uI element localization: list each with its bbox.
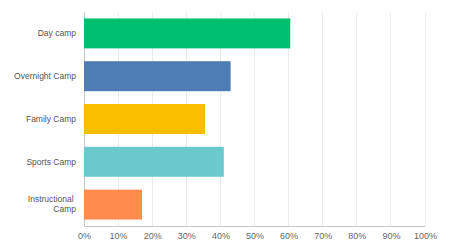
tick: 50% <box>246 226 264 241</box>
tick-label: 60% <box>280 231 298 241</box>
category-label: Sports Camp <box>26 157 76 167</box>
category-label: Day camp <box>38 28 77 38</box>
tick: 10% <box>110 226 128 241</box>
grid-line <box>390 12 391 226</box>
bar <box>84 147 224 177</box>
tick-label: 10% <box>110 231 128 241</box>
tick: 60% <box>280 226 298 241</box>
axis-line <box>84 13 85 227</box>
tick: Day camp <box>38 28 84 38</box>
tick: Instructional Camp <box>28 194 84 214</box>
tick: Overnight Camp <box>14 71 84 81</box>
category-label: Family Camp <box>26 114 76 124</box>
tick: 20% <box>144 226 162 241</box>
tick: 80% <box>348 226 366 241</box>
bar <box>84 190 142 220</box>
tick: 0% <box>78 226 91 241</box>
tick: 70% <box>314 226 332 241</box>
bar <box>84 104 205 134</box>
tick-label: 100% <box>414 231 437 241</box>
tick: Sports Camp <box>26 157 84 167</box>
grid-line <box>356 12 357 226</box>
grid-line <box>322 12 323 226</box>
category-label: Instructional Camp <box>28 194 76 214</box>
chart: 0% 10% 20% 30% 40% 50% 60% 70% 80% 90% 100% Day cam… <box>0 0 450 248</box>
tick-label: 70% <box>314 231 332 241</box>
tick-label: 30% <box>178 231 196 241</box>
tick: 90% <box>382 226 400 241</box>
category-label: Overnight Camp <box>14 71 76 81</box>
bars <box>84 18 290 219</box>
tick: 40% <box>212 226 230 241</box>
bar <box>84 18 290 48</box>
tick-label: 80% <box>348 231 366 241</box>
grid-line <box>425 12 426 226</box>
tick: Family Camp <box>26 114 84 124</box>
x-axis: 0% 10% 20% 30% 40% 50% 60% 70% 80% 90% 100% <box>78 226 437 241</box>
bar <box>84 61 231 91</box>
tick-label: 90% <box>382 231 400 241</box>
tick-label: 40% <box>212 231 230 241</box>
grid <box>84 12 425 226</box>
tick-label: 0% <box>78 231 91 241</box>
tick-label: 20% <box>144 231 162 241</box>
axis-line <box>85 226 426 227</box>
tick: 100% <box>414 226 437 241</box>
tick-label: 50% <box>246 231 264 241</box>
y-axis: Day camp Overnight Camp Family Camp Sports … <box>14 13 84 227</box>
tick: 30% <box>178 226 196 241</box>
